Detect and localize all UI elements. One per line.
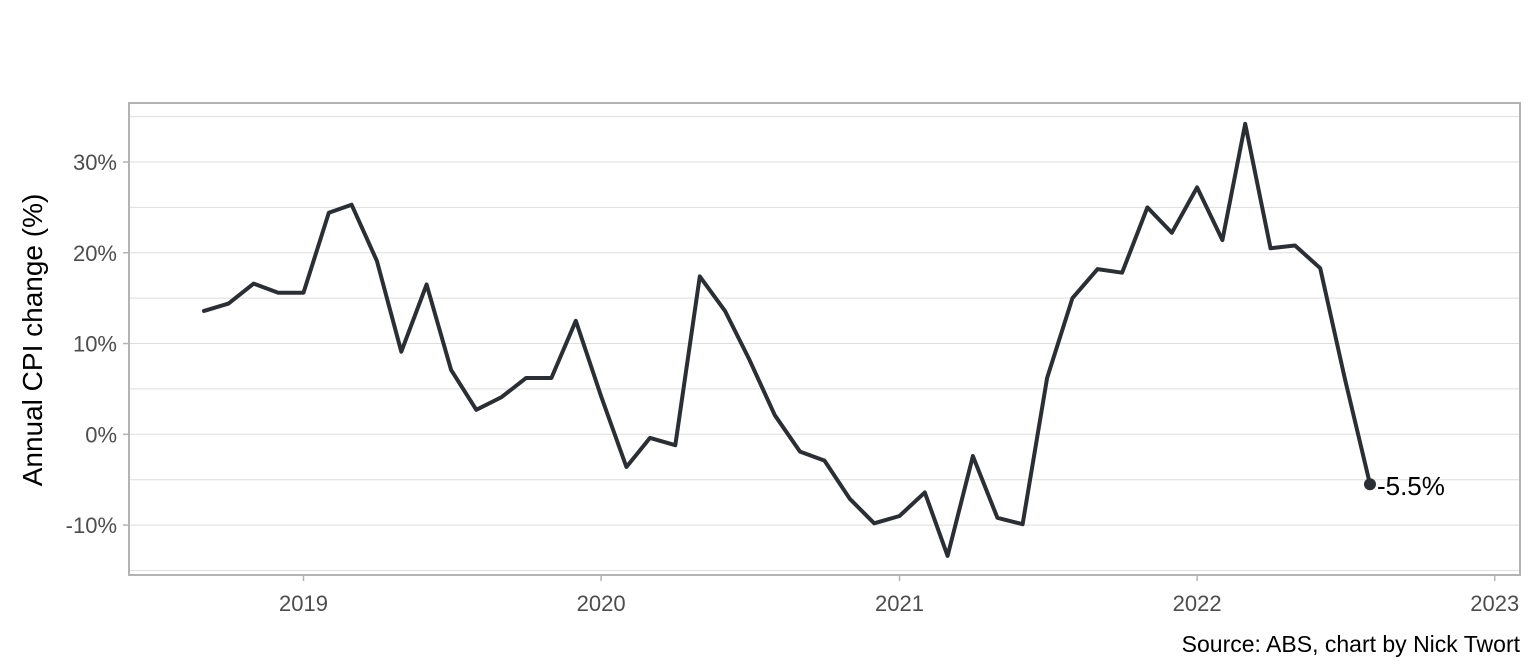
x-tick-label: 2022	[1173, 591, 1222, 616]
end-value-label: -5.5%	[1377, 471, 1445, 501]
grid-lines	[129, 116, 1520, 571]
x-tick-label: 2023	[1470, 591, 1519, 616]
x-tick-label: 2020	[577, 591, 626, 616]
y-tick-label: 10%	[73, 332, 117, 357]
panel-border	[128, 102, 1521, 576]
cpi-series-line	[202, 121, 1372, 558]
y-tick-label: 30%	[73, 150, 117, 175]
y-tick-label: -10%	[66, 513, 117, 538]
x-tick-label: 2019	[279, 591, 328, 616]
series-layer	[202, 121, 1376, 558]
y-axis-ticks: -10% 0% 10% 20% 30%	[66, 150, 129, 538]
end-point-marker	[1363, 478, 1376, 491]
x-tick-label: 2021	[875, 591, 924, 616]
source-caption: Source: ABS, chart by Nick Twort	[1182, 631, 1521, 657]
y-axis-title: Annual CPI change (%)	[17, 194, 48, 487]
x-axis-ticks: 2019 2020 2021 2022 2023	[279, 575, 1519, 616]
y-tick-label: 0%	[85, 422, 117, 447]
y-tick-label: 20%	[73, 241, 117, 266]
